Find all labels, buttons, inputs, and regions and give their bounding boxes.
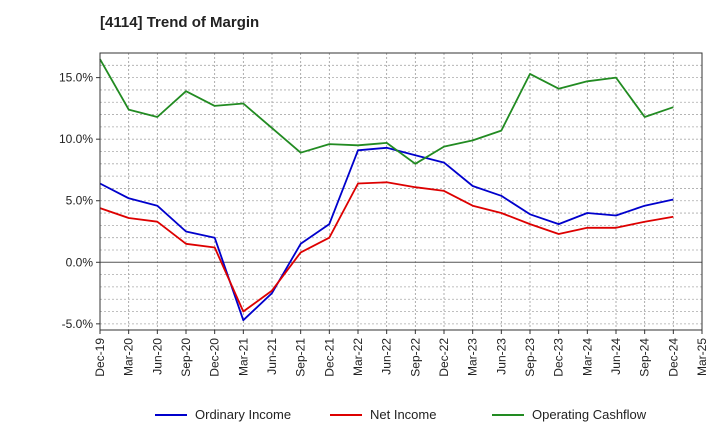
y-tick-label: 10.0%: [59, 132, 93, 146]
x-axis: Dec-19 Mar-20 Jun-20 Sep-20 Dec-20 Mar-21 Jun-…: [93, 330, 709, 377]
y-axis: 15.0% 10.0% 5.0% 0.0% -5.0%: [59, 71, 100, 331]
plot-border: [99, 52, 703, 331]
x-tick-label: Sep-22: [408, 338, 422, 377]
series-group: [99, 58, 674, 322]
y-tick-label: 5.0%: [66, 194, 94, 208]
x-tick-label: Sep-23: [523, 338, 537, 377]
x-tick-label: Mar-22: [351, 338, 365, 376]
x-tick-label: Jun-22: [380, 338, 394, 375]
x-tick-label: Sep-20: [179, 338, 193, 377]
y-tick-label: 15.0%: [59, 71, 93, 85]
y-tick-label: -5.0%: [62, 317, 94, 331]
x-tick-label: Jun-21: [265, 338, 279, 375]
x-tick-label: Dec-20: [208, 338, 222, 377]
x-tick-label: Sep-24: [638, 338, 652, 377]
x-tick-label: Dec-22: [437, 338, 451, 377]
series-line: [99, 181, 674, 313]
series-line: [99, 146, 674, 322]
x-tick-label: Mar-20: [122, 338, 136, 376]
legend: Ordinary Income Net Income Operating Cashf…: [155, 407, 647, 422]
x-tick-label: Sep-21: [294, 338, 308, 377]
x-tick-label: Jun-24: [609, 338, 623, 375]
legend-label: Net Income: [370, 407, 436, 422]
x-tick-label: Jun-20: [150, 338, 164, 375]
x-tick-label: Mar-24: [580, 338, 594, 376]
x-tick-label: Dec-21: [322, 338, 336, 377]
chart-title: [4114] Trend of Margin: [100, 14, 260, 31]
x-tick-label: Mar-25: [695, 338, 709, 376]
x-tick-label: Mar-21: [236, 338, 250, 376]
y-tick-label: 0.0%: [66, 255, 94, 269]
x-tick-label: Dec-23: [552, 338, 566, 377]
legend-label: Ordinary Income: [195, 407, 291, 422]
x-tick-label: Dec-19: [93, 338, 107, 377]
series-line: [99, 58, 674, 165]
x-tick-label: Mar-23: [466, 338, 480, 376]
plot-background: [100, 53, 702, 330]
grid: [100, 53, 702, 330]
legend-label: Operating Cashflow: [532, 407, 647, 422]
x-tick-label: Dec-24: [666, 338, 680, 377]
x-tick-label: Jun-23: [494, 338, 508, 375]
